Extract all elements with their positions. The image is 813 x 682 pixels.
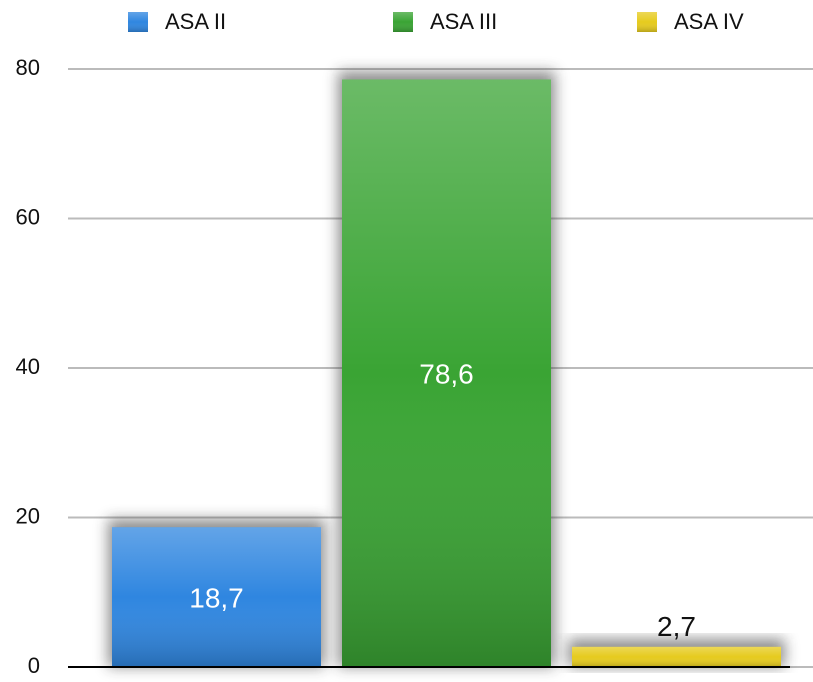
data-label: 18,7 [189, 582, 244, 613]
legend-label: ASA IV [674, 9, 744, 34]
legend-swatch-shine [637, 12, 657, 32]
legend-label: ASA II [165, 9, 226, 34]
y-tick-label: 20 [16, 503, 40, 528]
y-tick-label: 0 [28, 653, 40, 678]
bar-shine [112, 527, 321, 667]
y-tick-label: 80 [16, 55, 40, 80]
legend-label: ASA III [430, 9, 497, 34]
data-label: 78,6 [419, 359, 474, 390]
bar-shine [342, 79, 551, 668]
y-tick-label: 60 [16, 204, 40, 229]
legend-swatch-shine [128, 12, 148, 32]
bar-shine [572, 646, 781, 667]
y-tick-label: 40 [16, 354, 40, 379]
legend-swatch-shine [393, 12, 413, 32]
data-label: 2,7 [657, 611, 696, 642]
